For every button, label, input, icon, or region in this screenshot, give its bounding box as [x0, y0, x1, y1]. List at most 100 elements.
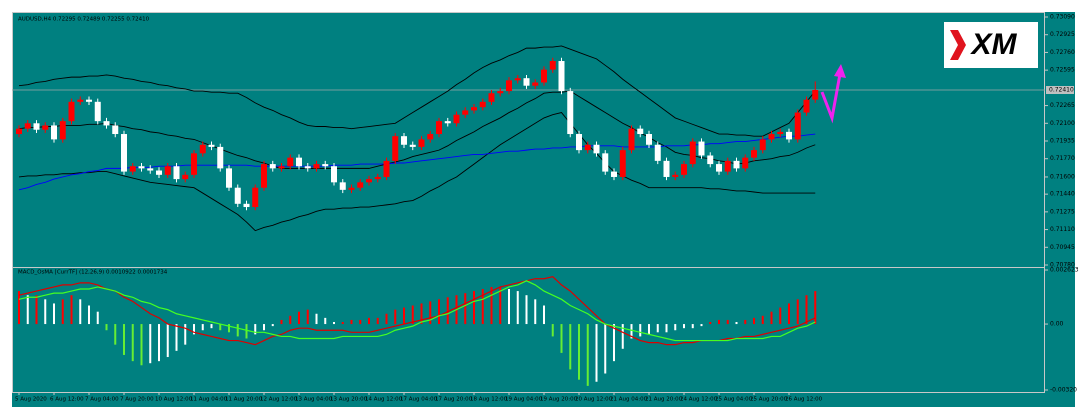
- histogram-bar: [805, 295, 808, 325]
- histogram-bar: [683, 324, 685, 329]
- candle-body: [567, 91, 574, 135]
- histogram-bar: [770, 311, 773, 325]
- histogram-bar: [429, 301, 432, 325]
- histogram-bar: [578, 324, 580, 380]
- candle-body: [103, 121, 110, 126]
- histogram-bar: [219, 324, 222, 331]
- logo: XM: [944, 22, 1038, 68]
- histogram-bar: [718, 319, 720, 325]
- histogram-bar: [210, 324, 213, 329]
- x-tick-label: 12 Aug 12:00: [260, 397, 298, 403]
- histogram-bar: [665, 324, 668, 333]
- histogram-bar: [700, 324, 703, 327]
- indicator-line: [18, 45, 816, 137]
- candle-body: [462, 110, 469, 115]
- candle-body: [86, 99, 92, 102]
- candle-body: [794, 112, 801, 140]
- y-tick-label: 0.71935: [1050, 138, 1075, 145]
- x-tick-label: 19 Aug 20:00: [540, 397, 578, 403]
- histogram-bar: [341, 321, 344, 325]
- x-tick-label: 5 Aug 2020: [15, 397, 47, 403]
- histogram-bar: [333, 321, 335, 325]
- candle-body: [173, 166, 180, 180]
- histogram-bar: [271, 324, 274, 327]
- histogram-bar: [630, 324, 633, 339]
- candle-body: [576, 134, 582, 151]
- histogram-bar: [105, 324, 108, 331]
- histogram-bar: [149, 324, 152, 364]
- x-tick-label: 7 Aug 04:00: [85, 397, 119, 403]
- candle-body: [436, 121, 442, 135]
- candle-body: [191, 153, 197, 175]
- x-tick-label: 17 Aug 04:00: [400, 397, 438, 403]
- candle-body: [121, 134, 127, 172]
- candle-body: [269, 164, 276, 169]
- candle-body: [724, 160, 731, 172]
- histogram-bar: [788, 303, 790, 325]
- candle-body: [812, 90, 819, 100]
- candle-body: [803, 99, 810, 113]
- plot-frame: [12, 12, 1045, 393]
- candle-body: [366, 179, 372, 183]
- candle-body: [471, 107, 477, 111]
- histogram-bar: [446, 297, 449, 325]
- histogram-bar: [35, 295, 38, 325]
- histogram-bar: [411, 305, 414, 325]
- histogram-bar: [123, 324, 125, 355]
- x-tick-label: 17 Aug 20:00: [435, 397, 473, 403]
- histogram-bar: [61, 299, 64, 325]
- histogram-bar: [70, 295, 73, 325]
- candle-body: [479, 101, 486, 108]
- histogram-bar: [516, 291, 519, 325]
- candle-body: [51, 125, 57, 140]
- histogram-bar: [166, 324, 169, 358]
- x-tick-label: 13 Aug 20:00: [330, 397, 368, 403]
- candle-body: [506, 80, 512, 92]
- candle-body: [646, 134, 652, 145]
- histogram-bar: [280, 319, 283, 325]
- candle-body: [208, 144, 215, 147]
- candle-body: [348, 187, 355, 190]
- candle-body: [409, 144, 416, 147]
- candle-body: [444, 121, 451, 124]
- indicator-title: MACD_OsMA [CurrTF] (12,26,9) 0.0010922 0…: [18, 270, 168, 276]
- x-tick-label: 7 Aug 20:00: [120, 397, 154, 403]
- candle-body: [637, 128, 644, 135]
- y-tick-label: 0.72100: [1050, 120, 1075, 127]
- histogram-bar: [315, 313, 318, 325]
- histogram-bar: [88, 305, 90, 325]
- x-tick-label: 21 Aug 04:00: [610, 397, 648, 403]
- candle-body: [129, 166, 136, 172]
- histogram-bar: [726, 319, 729, 325]
- candle-body: [733, 160, 740, 169]
- x-tick-label: 11 Aug 20:00: [225, 397, 263, 403]
- candle-body: [42, 125, 49, 130]
- histogram-bar: [368, 317, 370, 325]
- histogram-bar: [96, 311, 99, 325]
- x-tick-label: 18 Aug 12:00: [470, 397, 508, 403]
- histogram-bar: [508, 289, 510, 325]
- candle-body: [94, 101, 101, 122]
- candle-body: [707, 155, 714, 165]
- candle-body: [751, 150, 757, 158]
- candle-body: [672, 174, 679, 177]
- histogram-bar: [158, 324, 160, 362]
- histogram-bar: [350, 319, 353, 325]
- histogram-bar: [779, 307, 782, 325]
- last-price-label: 0.72410: [1049, 87, 1074, 94]
- candle-body: [164, 166, 171, 175]
- candle-body: [112, 125, 119, 135]
- candle-body: [339, 182, 346, 190]
- histogram-bar: [814, 291, 817, 325]
- histogram-bar: [263, 324, 265, 331]
- candle-body: [16, 128, 22, 135]
- histogram-bar: [184, 324, 187, 345]
- candle-body: [217, 146, 224, 169]
- histogram-bar: [324, 317, 327, 325]
- candle-body: [558, 61, 565, 92]
- candle-body: [759, 139, 766, 151]
- histogram-bar: [298, 311, 300, 325]
- indicator-line: [18, 133, 816, 191]
- candle-body: [331, 166, 337, 183]
